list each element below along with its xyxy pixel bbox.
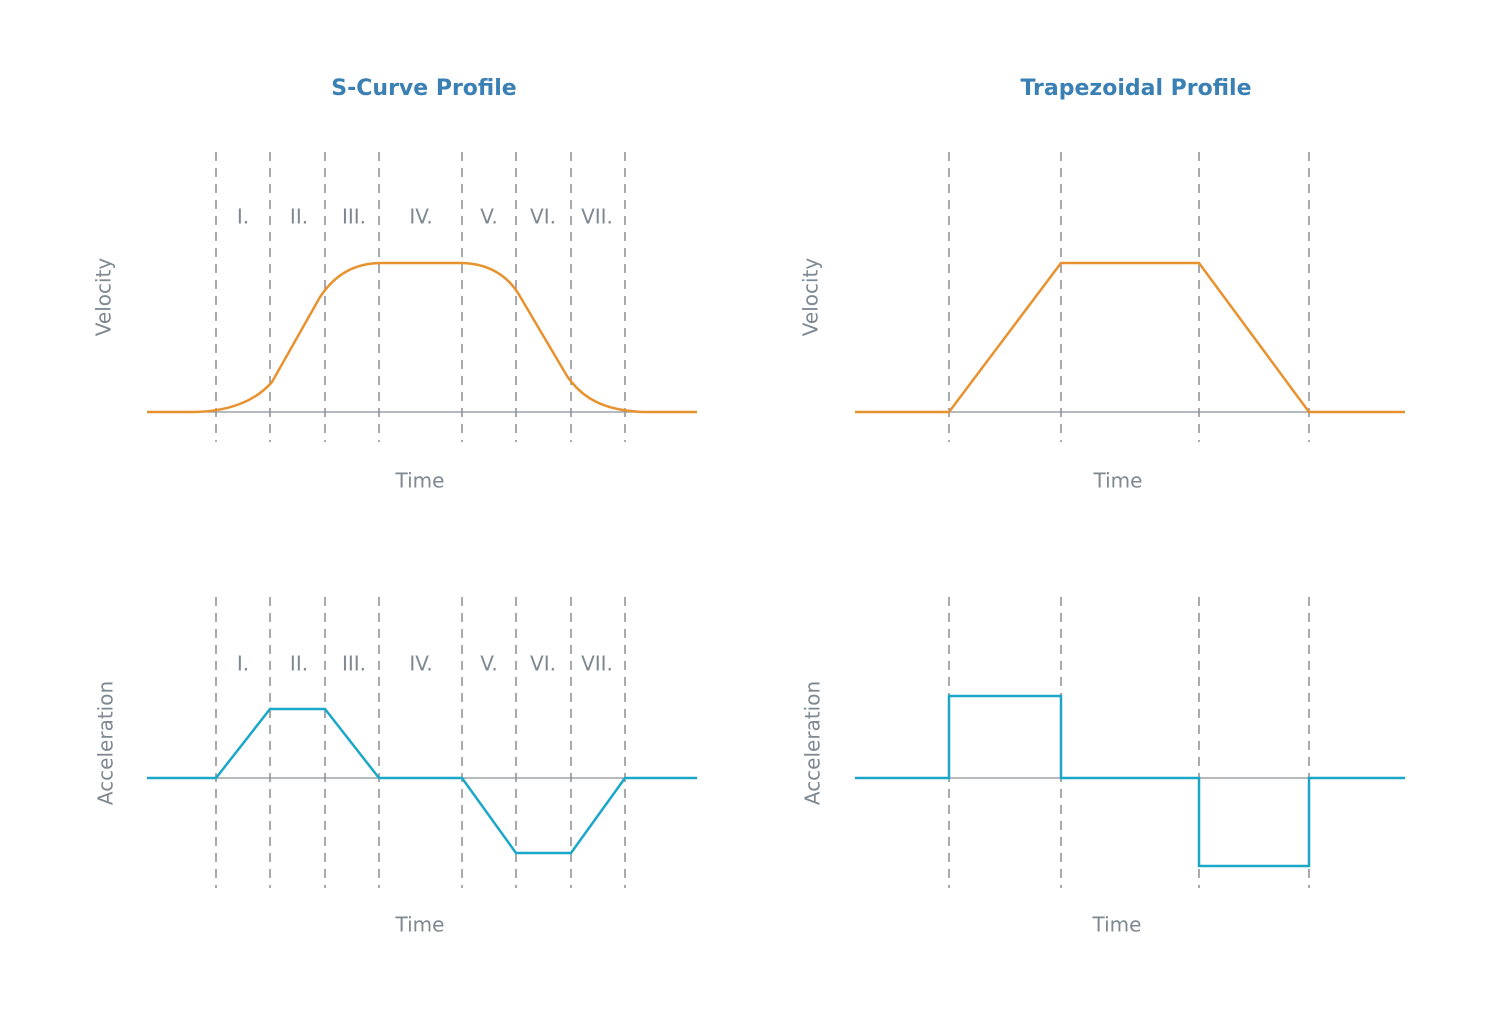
phase-label: III. xyxy=(342,205,366,229)
phase-label: III. xyxy=(342,652,366,676)
y-axis-label: Velocity xyxy=(799,258,823,337)
phase-label: VI. xyxy=(530,205,556,229)
phase-label: V. xyxy=(480,205,497,229)
panel-title: Trapezoidal Profile xyxy=(1020,76,1251,101)
phase-label: II. xyxy=(290,205,308,229)
phase-label: V. xyxy=(480,652,497,676)
phase-label: IV. xyxy=(409,205,432,229)
phase-label: II. xyxy=(290,652,308,676)
y-axis-label: Acceleration xyxy=(801,681,825,805)
phase-label: I. xyxy=(237,205,249,229)
phase-label: VII. xyxy=(581,652,613,676)
x-axis-label: Time xyxy=(395,469,445,493)
t-acceleration-guides xyxy=(948,597,1310,888)
phase-label: IV. xyxy=(409,652,432,676)
y-axis-label: Velocity xyxy=(92,258,116,337)
phase-label: I. xyxy=(237,652,249,676)
acceleration-curve xyxy=(855,694,1405,868)
x-axis-label: Time xyxy=(1093,469,1143,493)
phase-label: VII. xyxy=(581,205,613,229)
s-velocity-guides xyxy=(215,152,626,442)
x-axis-label: Time xyxy=(1092,913,1142,937)
s-acceleration-guides xyxy=(215,597,626,888)
velocity-curve xyxy=(147,261,697,414)
panel-title: S-Curve Profile xyxy=(331,76,516,101)
x-axis-label: Time xyxy=(395,913,445,937)
phase-label: VI. xyxy=(530,652,556,676)
acceleration-curve xyxy=(147,707,697,855)
t-velocity-guides xyxy=(948,152,1310,442)
y-axis-label: Acceleration xyxy=(94,681,118,805)
velocity-curve xyxy=(855,261,1405,414)
